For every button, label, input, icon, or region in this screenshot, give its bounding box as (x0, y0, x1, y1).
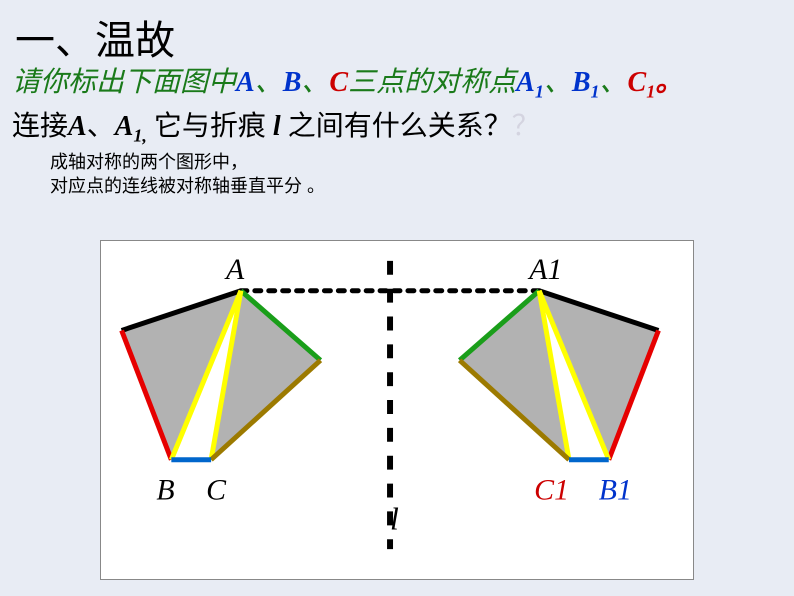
faded-qmark: ？ (512, 111, 540, 142)
var-A: A (68, 111, 87, 142)
label-A: A (236, 67, 255, 98)
note-line-2: 对应点的连线被对称轴垂直平分 。 (50, 172, 325, 198)
instruction-line-1: 请你标出下面图中A、B、C三点的对称点A1、B1、C1。 (12, 60, 683, 103)
svg-text:C: C (206, 473, 227, 506)
end: 。 (655, 67, 683, 98)
svg-text:A1: A1 (527, 253, 562, 286)
sep: 、 (544, 67, 572, 98)
sep: 、 (600, 67, 628, 98)
note-line-1: 成轴对称的两个图形中， (50, 148, 248, 174)
text-part: 它与折痕 (147, 111, 273, 142)
label-A1: A1 (516, 67, 544, 98)
svg-text:A: A (224, 253, 245, 286)
text-part: 连接 (12, 111, 68, 142)
label-C: C (329, 67, 348, 98)
svg-text:l: l (390, 501, 399, 536)
text-part: 三点的对称点 (348, 67, 516, 98)
sep: 、 (255, 67, 283, 98)
label-C1: C1 (628, 67, 656, 98)
sep: 、 (87, 111, 115, 142)
geometry-diagram: A BC A1 C1 B1 l (100, 240, 694, 580)
instruction-line-2: 连接A、A1, 它与折痕 l 之间有什么关系？？ (12, 104, 540, 147)
svg-text:B1: B1 (599, 473, 632, 506)
var-A1: A1, (115, 111, 147, 142)
sep: 、 (301, 67, 329, 98)
var-l: l (273, 111, 281, 142)
text-part: 之间有什么关系？ (281, 111, 512, 142)
label-B: B (283, 67, 302, 98)
text-part: 请你标出下面图中 (12, 67, 236, 98)
svg-text:B: B (156, 473, 174, 506)
svg-text:C1: C1 (534, 473, 569, 506)
section-heading: 一、温故 (15, 8, 175, 66)
label-B1: B1 (572, 67, 600, 98)
